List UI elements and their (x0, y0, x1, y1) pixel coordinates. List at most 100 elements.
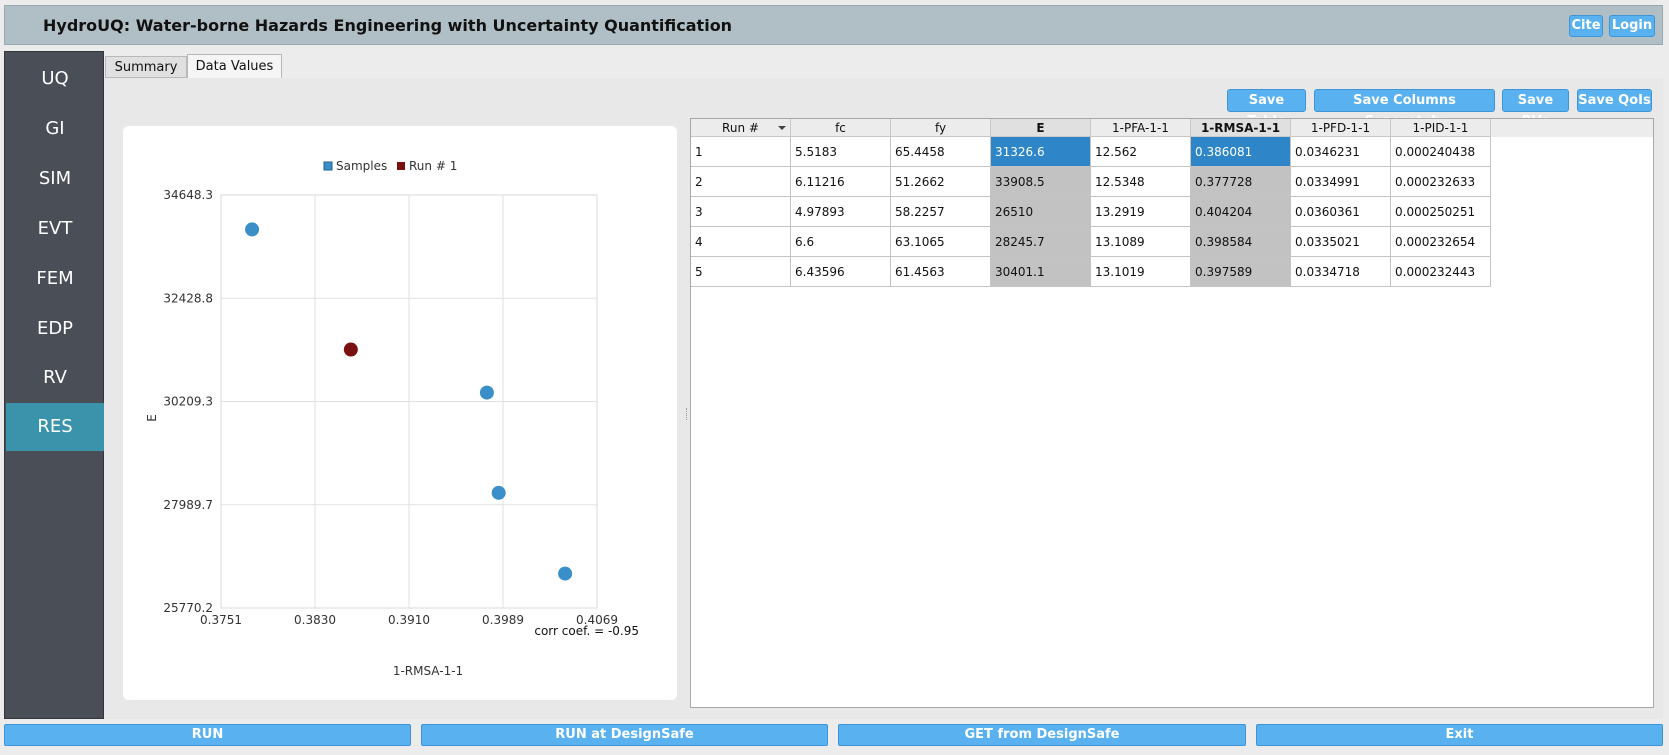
y-tick-label: 25770.2 (163, 601, 213, 615)
y-tick-label: 32428.8 (163, 291, 213, 305)
sort-caret-icon[interactable] (778, 126, 786, 130)
table-cell[interactable]: 0.397589 (1191, 257, 1291, 287)
x-tick-label: 0.4069 (576, 613, 618, 627)
login-button[interactable]: Login (1609, 15, 1655, 37)
table-cell[interactable]: 0.000232633 (1391, 167, 1491, 197)
table-cell[interactable]: 0.000240438 (1391, 137, 1491, 167)
table-cell[interactable]: 12.5348 (1091, 167, 1191, 197)
sidebar-item-edp[interactable]: EDP (36, 318, 74, 339)
splitter-handle[interactable] (686, 408, 689, 420)
col-header-pfd[interactable]: 1-PFD-1-1 (1291, 119, 1391, 137)
sidebar: UQ GI SIM EVT FEM EDP RV RES (4, 51, 104, 719)
table-cell[interactable]: 13.2919 (1091, 197, 1191, 227)
x-axis-label: 1-RMSA-1-1 (393, 664, 463, 678)
run-button[interactable]: RUN (4, 724, 411, 746)
sidebar-item-rv[interactable]: RV (43, 367, 67, 388)
legend-samples-swatch (323, 161, 333, 171)
plot-area (220, 194, 598, 609)
table-cell[interactable]: 58.2257 (891, 197, 991, 227)
sample-point[interactable] (491, 485, 506, 500)
table-cell[interactable]: 0.0346231 (1291, 137, 1391, 167)
table-cell[interactable]: 0.0334718 (1291, 257, 1391, 287)
y-tick-label: 27989.7 (163, 498, 213, 512)
save-qois-button[interactable]: Save QoIs (1577, 89, 1652, 112)
table-cell[interactable]: 5.5183 (791, 137, 891, 167)
table-cell[interactable]: 33908.5 (991, 167, 1091, 197)
table-cell[interactable]: 61.4563 (891, 257, 991, 287)
x-tick-label: 0.3751 (200, 613, 242, 627)
sidebar-item-sim[interactable]: SIM (38, 168, 72, 189)
table-cell[interactable]: 0.0335021 (1291, 227, 1391, 257)
sample-point[interactable] (479, 385, 494, 400)
get-from-designsafe-button[interactable]: GET from DesignSafe (838, 724, 1246, 746)
scatter-chart-panel: 0.3751 0.3830 0.3910 0.3989 0.4069 25770.2 279… (123, 126, 677, 700)
table-cell-selected[interactable]: 31326.6 (991, 137, 1091, 167)
app-title: HydroUQ: Water-borne Hazards Engineering… (43, 16, 733, 35)
table-cell[interactable]: 13.1019 (1091, 257, 1191, 287)
table-cell[interactable]: 5 (691, 257, 791, 287)
col-header-e[interactable]: E (991, 119, 1091, 137)
run-at-designsafe-button[interactable]: RUN at DesignSafe (421, 724, 828, 746)
table-cell[interactable]: 0.000232443 (1391, 257, 1491, 287)
table-cell[interactable]: 0.398584 (1191, 227, 1291, 257)
table-cell[interactable]: 2 (691, 167, 791, 197)
col-header-pid[interactable]: 1-PID-1-1 (1391, 119, 1491, 137)
table-cell[interactable]: 30401.1 (991, 257, 1091, 287)
table-cell[interactable]: 6.11216 (791, 167, 891, 197)
legend-samples-label: Samples (336, 159, 387, 173)
y-tick-label: 30209.3 (163, 395, 213, 409)
sidebar-item-evt[interactable]: EVT (37, 218, 73, 239)
table-cell[interactable]: 12.562 (1091, 137, 1191, 167)
table-cell[interactable]: 0.404204 (1191, 197, 1291, 227)
table-cell[interactable]: 0.0334991 (1291, 167, 1391, 197)
table-cell[interactable]: 1 (691, 137, 791, 167)
scatter-chart: 0.3751 0.3830 0.3910 0.3989 0.4069 25770.2 279… (145, 159, 639, 678)
table-cell[interactable]: 3 (691, 197, 791, 227)
table-cell[interactable]: 0.000232654 (1391, 227, 1491, 257)
save-columns-separately-button[interactable]: Save Columns Separately (1314, 89, 1495, 129)
cite-button[interactable]: Cite (1569, 15, 1603, 37)
sample-point[interactable] (245, 222, 260, 237)
run-1-point[interactable] (343, 342, 358, 357)
save-table-button[interactable]: Save Table (1227, 89, 1306, 129)
table-cell[interactable]: 28245.7 (991, 227, 1091, 257)
x-tick-label: 0.3830 (294, 613, 336, 627)
table-cell[interactable]: 63.1065 (891, 227, 991, 257)
col-header-fc[interactable]: fc (791, 119, 891, 137)
col-header-run[interactable]: Run # (691, 119, 791, 137)
tab-summary[interactable]: Summary (105, 56, 187, 78)
x-tick-label: 0.3989 (482, 613, 524, 627)
table-cell[interactable]: 65.4458 (891, 137, 991, 167)
y-tick-label: 34648.3 (163, 188, 213, 202)
data-table: Run # fc fy E 1-PFA-1-1 1-RMSA-1-1 1-PFD… (690, 118, 1654, 708)
table-cell[interactable]: 4.97893 (791, 197, 891, 227)
table-cell[interactable]: 0.000250251 (1391, 197, 1491, 227)
table-cell[interactable]: 4 (691, 227, 791, 257)
table-cell[interactable]: 6.6 (791, 227, 891, 257)
sidebar-item-res[interactable]: RES (6, 403, 104, 451)
legend-run1-swatch (397, 162, 405, 170)
sidebar-item-fem[interactable]: FEM (36, 268, 74, 289)
sidebar-item-uq[interactable]: UQ (41, 68, 69, 89)
corr-coef-annotation: corr coef. = -0.95 (534, 624, 639, 638)
table-cell-selected[interactable]: 0.386081 (1191, 137, 1291, 167)
tab-data-values[interactable]: Data Values (187, 54, 282, 78)
x-tick-label: 0.3910 (388, 613, 430, 627)
table-cell[interactable]: 51.2662 (891, 167, 991, 197)
exit-button[interactable]: Exit (1256, 724, 1663, 746)
app-header: HydroUQ: Water-borne Hazards Engineering… (4, 5, 1663, 45)
col-header-pfa[interactable]: 1-PFA-1-1 (1091, 119, 1191, 137)
save-rvs-button[interactable]: Save RVs (1502, 89, 1569, 129)
table-cell[interactable]: 26510 (991, 197, 1091, 227)
table-cell[interactable]: 0.377728 (1191, 167, 1291, 197)
col-header-fy[interactable]: fy (891, 119, 991, 137)
legend-run1-label: Run # 1 (409, 159, 457, 173)
sidebar-item-gi[interactable]: GI (45, 118, 65, 139)
table-cell[interactable]: 13.1089 (1091, 227, 1191, 257)
col-header-rmsa[interactable]: 1-RMSA-1-1 (1191, 119, 1291, 137)
table-cell[interactable]: 0.0360361 (1291, 197, 1391, 227)
col-header-run-label: Run # (722, 121, 759, 135)
y-axis-label: E (145, 414, 159, 422)
table-cell[interactable]: 6.43596 (791, 257, 891, 287)
sample-point[interactable] (558, 566, 573, 581)
